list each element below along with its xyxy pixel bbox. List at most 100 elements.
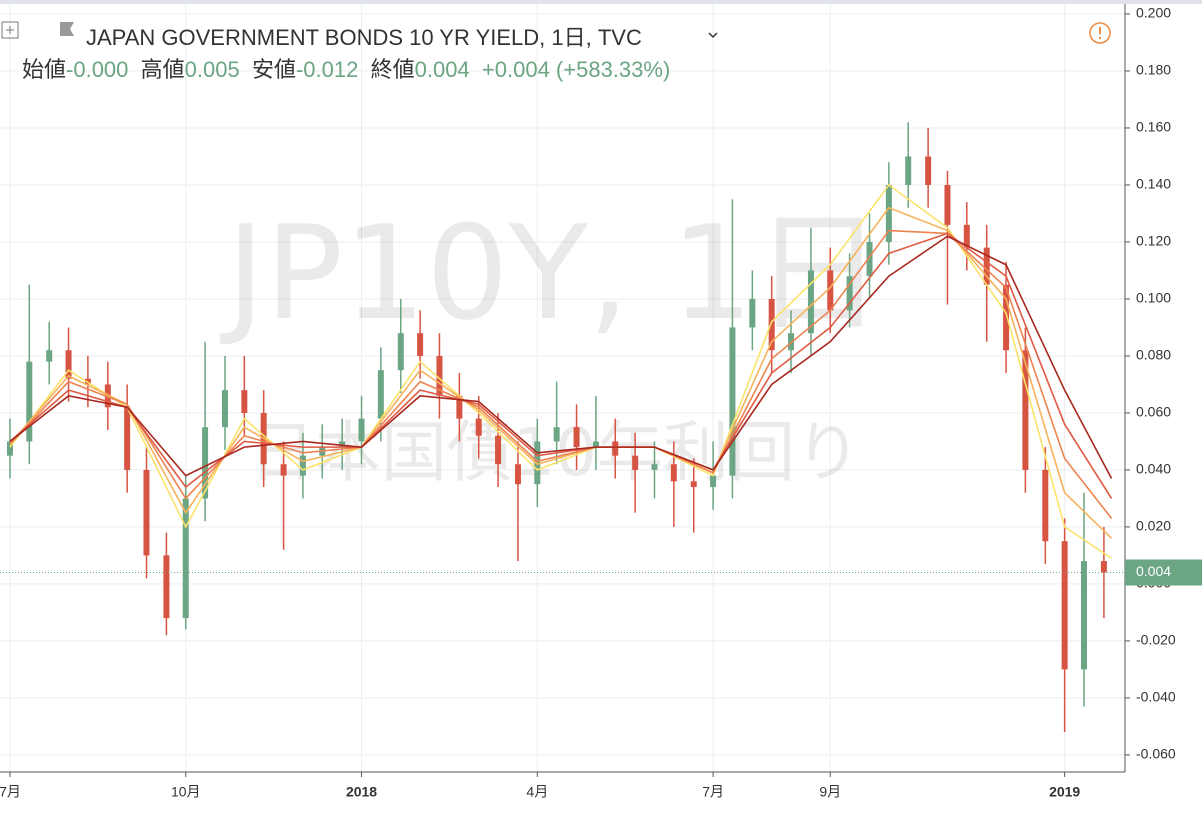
- candle-body: [1003, 284, 1010, 351]
- x-tick-label: 4月: [526, 784, 548, 800]
- candle-body: [807, 270, 814, 334]
- axes: -0.060-0.040-0.0200.0000.0200.0400.0600.…: [0, 5, 1202, 800]
- expand-icon-cross: [6, 26, 14, 34]
- candle-body: [944, 184, 951, 225]
- candle-body: [358, 418, 365, 442]
- y-tick-label: 0.120: [1136, 233, 1171, 249]
- x-tick-label: 7月: [0, 784, 21, 800]
- open-value: -0.000: [66, 57, 129, 82]
- candle-body: [983, 247, 990, 285]
- candle-body: [241, 390, 248, 413]
- y-tick-label: 0.180: [1136, 62, 1171, 78]
- candle-body: [124, 407, 131, 470]
- candle-body: [299, 455, 306, 476]
- y-tick-label: 0.100: [1136, 290, 1171, 306]
- y-tick-label: 0.140: [1136, 176, 1171, 192]
- candle-body: [46, 350, 53, 362]
- moving-average-line: [9, 229, 1113, 519]
- candle-body: [670, 464, 677, 482]
- candle-body: [788, 333, 795, 351]
- x-tick-label: 10月: [171, 784, 201, 800]
- candle-body: [963, 224, 970, 248]
- candle-body: [768, 298, 775, 351]
- candle-body: [729, 327, 736, 476]
- moving-average-line: [9, 235, 1113, 479]
- candle-body: [632, 455, 639, 470]
- watermark: JP10Y, 1日: [220, 197, 884, 349]
- expand-icon[interactable]: [1, 21, 19, 39]
- candle-body: [1061, 541, 1068, 670]
- grid: [0, 4, 1125, 772]
- candle-body: [65, 350, 72, 379]
- moving-average-line: [9, 206, 1113, 539]
- candle-body: [436, 355, 443, 396]
- warning-icon[interactable]: [1089, 22, 1111, 44]
- candle-body: [1022, 350, 1029, 470]
- candle-body: [1100, 561, 1107, 573]
- candle-body: [163, 555, 170, 619]
- candle-body: [417, 333, 424, 356]
- x-tick-label: 2019: [1049, 784, 1080, 800]
- y-tick-label: -0.040: [1136, 689, 1176, 705]
- low-value: -0.012: [295, 57, 359, 82]
- last-price-tag: [1125, 559, 1202, 586]
- candle-body: [475, 418, 482, 436]
- candle-body: [925, 156, 932, 185]
- candle-body: [827, 270, 834, 311]
- y-tick-label: 0.200: [1136, 5, 1171, 21]
- candle-body: [456, 395, 463, 419]
- candle-body: [182, 498, 189, 619]
- flag-icon: [60, 22, 74, 36]
- candle-body: [612, 441, 619, 456]
- candle-body: [534, 441, 541, 485]
- y-tick-label: 0.160: [1136, 119, 1171, 135]
- ohlc-header: 始値-0.000 高値0.005 安値-0.012 終値0.004 +0.004…: [22, 52, 670, 84]
- dropdown-icon[interactable]: [708, 32, 718, 39]
- candle-body: [866, 241, 873, 277]
- candle-body: [495, 435, 502, 465]
- candle-body: [690, 481, 697, 488]
- y-tick-label: 0.020: [1136, 518, 1171, 534]
- x-tick-label: 7月: [702, 784, 724, 800]
- close-value: 0.004: [414, 57, 470, 82]
- candle-body: [377, 370, 384, 419]
- title: JAPAN GOVERNMENT BONDS 10 YR YIELD, 1日, …: [86, 25, 642, 50]
- low-label: 安値: [251, 57, 296, 82]
- last-price-label: 0.004: [1136, 563, 1171, 579]
- top-border: [0, 0, 1202, 4]
- candle-body: [651, 464, 658, 470]
- candle-body: [202, 427, 209, 499]
- candle-body: [339, 441, 346, 448]
- candle-body: [280, 464, 287, 476]
- candle-body: [1080, 561, 1087, 670]
- y-tick-label: 0.040: [1136, 461, 1171, 477]
- y-tick-label: -0.020: [1136, 632, 1176, 648]
- moving-average-line: [9, 232, 1113, 499]
- candle-body: [1042, 469, 1049, 542]
- y-tick-label: 0.060: [1136, 404, 1171, 420]
- candle-body: [514, 464, 521, 485]
- y-tick-label: 0.080: [1136, 347, 1171, 363]
- candle-body: [885, 184, 892, 242]
- candle-body: [710, 475, 717, 488]
- moving-average-line: [9, 183, 1112, 559]
- high-label: 高値: [140, 57, 185, 82]
- x-tick-label: 2018: [346, 784, 377, 800]
- high-value: 0.005: [184, 57, 240, 82]
- marks: [0, 122, 1125, 733]
- open-label: 始値: [22, 57, 67, 82]
- candle-body: [26, 361, 33, 442]
- close-label: 終値: [370, 57, 415, 82]
- x-tick-label: 9月: [819, 784, 841, 800]
- candle-body: [222, 390, 228, 428]
- candle-body: [749, 298, 756, 328]
- candle-body: [143, 469, 150, 556]
- candle-body: [592, 441, 599, 448]
- candle-body: [905, 156, 912, 185]
- candle-body: [6, 441, 13, 456]
- candle-body: [573, 427, 580, 448]
- candle-body: [846, 276, 853, 311]
- y-tick-label: -0.060: [1136, 746, 1176, 762]
